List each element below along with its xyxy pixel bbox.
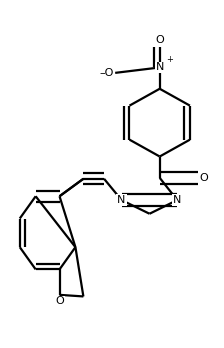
Text: O: O	[55, 296, 64, 307]
Text: O: O	[155, 35, 164, 45]
Text: +: +	[166, 55, 173, 64]
Text: N: N	[155, 62, 164, 72]
Text: N: N	[117, 195, 126, 205]
Text: N: N	[173, 195, 181, 205]
Text: –O: –O	[99, 68, 114, 78]
Text: O: O	[199, 173, 208, 183]
